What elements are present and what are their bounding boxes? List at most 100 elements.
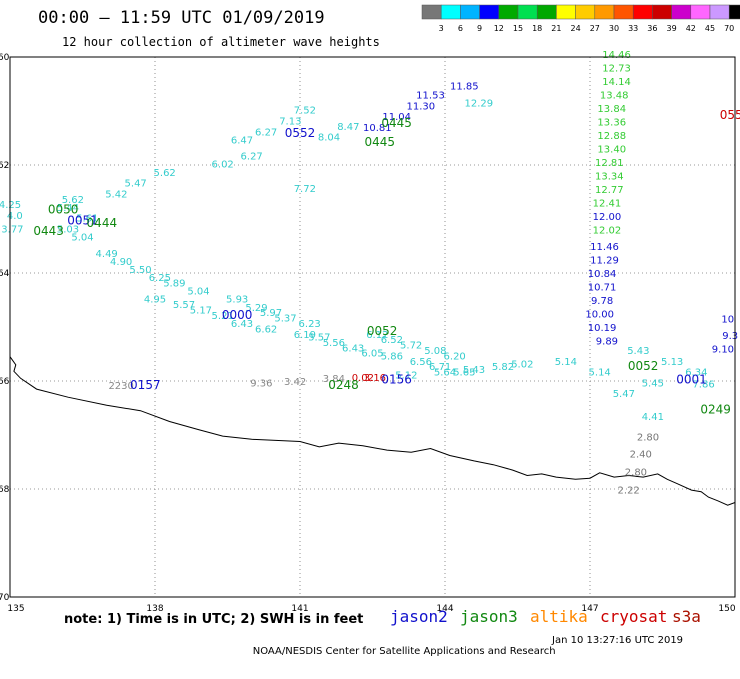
swh-value-label: 11.46 — [590, 242, 619, 253]
pass-time-label: 0445 — [381, 116, 412, 130]
swh-value-label: 12.88 — [597, 131, 626, 142]
colorbar-tick-label: 15 — [513, 24, 523, 33]
swh-value-label: 5.43 — [463, 365, 485, 376]
swh-value-label: 5.65 — [453, 368, 475, 379]
swh-value-label: 3.16 — [364, 373, 386, 384]
y-tick-label: -64 — [0, 269, 10, 279]
colorbar-swatch — [575, 4, 596, 20]
footnote: note: 1) Time is in UTC; 2) SWH is in fe… — [64, 612, 364, 627]
colorbar-swatch — [460, 4, 480, 20]
swh-value-label: 5.47 — [613, 389, 635, 400]
colorbar-swatch — [709, 4, 730, 20]
colorbar-tick-label: 21 — [551, 24, 561, 33]
swh-value-label: 5.21 — [212, 311, 234, 322]
swh-value-label: 10.00 — [585, 309, 614, 320]
swh-value-label: 2230 — [108, 381, 133, 392]
swh-value-label: 2.80 — [625, 468, 647, 479]
x-tick-label: 147 — [581, 604, 598, 614]
swh-value-label: 14.14 — [602, 77, 631, 88]
colorbar-tick-label: 6 — [458, 24, 463, 33]
swh-value-label: 5.14 — [555, 357, 577, 368]
colorbar-swatch — [652, 4, 672, 20]
swh-value-label: 5.29 — [245, 303, 267, 314]
colorbar-swatch — [517, 4, 538, 20]
swh-value-label: 2.80 — [637, 432, 659, 443]
colorbar-swatch — [594, 4, 615, 20]
pass-time-label: 0156 — [381, 373, 412, 387]
swh-value-label: 13.40 — [597, 145, 626, 156]
colorbar-tick-label: 70 — [724, 24, 734, 33]
swh-value-label: 11.53 — [416, 91, 445, 102]
swh-value-label: 7.13 — [279, 117, 301, 128]
y-tick-label: -60 — [0, 53, 10, 63]
swh-value-label: 8.47 — [337, 122, 359, 133]
plot-axes: 135 138 141 144 147 150 -60 -62 -64 -66 -68 -70 — [0, 53, 736, 614]
y-tick-label: -70 — [0, 593, 10, 603]
swh-value-label: 5.43 — [627, 346, 649, 357]
pass-time-label: 0000 — [222, 308, 253, 322]
swh-value-label: 12.02 — [593, 226, 622, 237]
pass-time-label: 0445 — [364, 135, 395, 149]
swh-value-label: 3.77 — [1, 225, 23, 236]
swh-value-label: 3.42 — [284, 377, 306, 388]
swh-value-label: 5.04 — [71, 233, 93, 244]
x-tick-label: 144 — [436, 604, 453, 614]
data-marks: 14.46 12.73 14.14 13.48 13.84 13.36 12.88 13.40… — [0, 50, 740, 496]
x-tick-label: 141 — [291, 604, 308, 614]
swh-value-label: 10.84 — [588, 269, 617, 280]
swh-value-label: 5.02 — [511, 360, 533, 371]
colorbar-tick-label: 33 — [628, 24, 638, 33]
swh-value-label: 10.81 — [363, 123, 392, 134]
y-tick-label: -68 — [0, 485, 10, 495]
swh-value-label: 6.05 — [361, 349, 383, 360]
plot-frame — [9, 56, 736, 598]
swh-value-label: 13.48 — [600, 91, 629, 102]
swh-value-label: 13.84 — [597, 104, 626, 115]
swh-value-label: 14.46 — [602, 50, 631, 61]
pass-time-label: 0001 — [676, 373, 707, 387]
x-tick-label: 150 — [718, 604, 735, 614]
swh-value-label: 6.02 — [212, 160, 234, 171]
swh-value-label: 7.52 — [294, 106, 316, 117]
swh-value-label: 13.34 — [595, 172, 624, 183]
swh-value-label: 12.41 — [593, 199, 622, 210]
pass-time-label: 0552 — [285, 126, 316, 140]
swh-value-label: 5.03 — [57, 225, 79, 236]
swh-value-label: 5.08 — [424, 346, 446, 357]
y-tick-label: -66 — [0, 377, 10, 387]
coastline-outline — [9, 356, 736, 506]
swh-value-label: 10.19 — [588, 323, 617, 334]
swh-value-label: 5.57 — [308, 333, 330, 344]
pass-time-label: 0157 — [130, 378, 161, 392]
x-tick-label: 135 — [7, 604, 24, 614]
chart-title: 00:00 – 11:59 UTC 01/09/2019 — [38, 8, 325, 28]
x-tick-label: 138 — [146, 604, 163, 614]
chart-subtitle: 12 hour collection of altimeter wave hei… — [62, 35, 380, 49]
pass-time-label: 0052 — [628, 359, 659, 373]
swh-value-label: 5.04 — [187, 287, 209, 298]
swh-value-label: 5.82 — [492, 362, 514, 373]
colorbar-tick-label: 45 — [705, 24, 715, 33]
swh-value-label: 5.62 — [62, 195, 84, 206]
swh-value-label: 5.45 — [642, 378, 664, 389]
chart-figure: 00:00 – 11:59 UTC 01/09/2019 12 hour col… — [0, 4, 740, 657]
pass-time-label: 0444 — [87, 216, 118, 230]
swh-value-label: 6.62 — [255, 324, 277, 335]
swh-value-label: 11.29 — [590, 255, 619, 266]
swh-value-label: 12.77 — [595, 185, 624, 196]
swh-value-label: 2.22 — [618, 485, 640, 496]
pass-time-label: 0443 — [33, 224, 64, 238]
swh-value-label: 5.42 — [105, 189, 127, 200]
swh-value-label: 2.40 — [630, 450, 652, 461]
pass-time-label: 0050 — [48, 203, 79, 217]
colorbar-swatch — [536, 4, 557, 20]
swh-value-label: 9.3 — [722, 331, 738, 342]
swh-value-label: 6.52 — [381, 335, 403, 346]
swh-value-label: 10.71 — [588, 282, 617, 293]
swh-value-label: 5.37 — [274, 314, 296, 325]
colorbar-tick-label: 18 — [532, 24, 542, 33]
colorbar-swatch — [613, 4, 634, 20]
swh-value-label: 8.04 — [318, 133, 340, 144]
swh-value-label: 0.02 — [352, 373, 374, 384]
